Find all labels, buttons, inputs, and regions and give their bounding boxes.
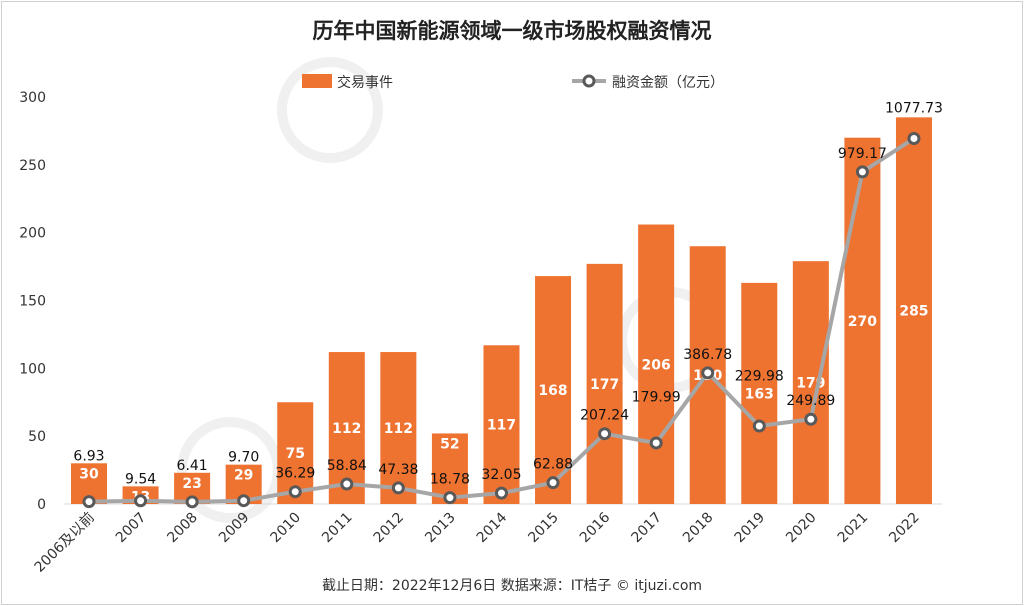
y-tick-label: 100 (19, 361, 46, 377)
footer-note: 截止日期：2022年12月6日 数据来源：IT桔子 © itjuzi.com (322, 578, 702, 594)
x-tick-label: 2017 (628, 510, 665, 547)
line-point-label: 9.54 (125, 471, 156, 487)
bar (483, 345, 520, 504)
bar-label: 177 (590, 377, 619, 393)
bar-label: 163 (745, 386, 774, 402)
line-point-label: 58.84 (327, 458, 367, 474)
x-tick-label: 2013 (422, 510, 459, 547)
x-tick-label: 2012 (371, 510, 408, 547)
line-point (134, 494, 148, 508)
bar (792, 261, 829, 504)
line-point (907, 131, 921, 145)
line-point (340, 477, 354, 491)
x-tick-label: 2014 (474, 509, 511, 546)
chart-title: 历年中国新能源领域一级市场股权融资情况 (313, 19, 712, 43)
line-point (494, 486, 508, 500)
x-tick-label: 2015 (525, 510, 562, 547)
line-point-label: 207.24 (580, 408, 629, 424)
line-point-label: 229.98 (735, 368, 784, 384)
line-point (855, 165, 869, 179)
y-tick-label: 50 (28, 429, 46, 445)
bar-label: 168 (538, 383, 567, 399)
bar-label: 75 (285, 446, 304, 462)
line-point (804, 412, 818, 426)
line-point-label: 47.38 (378, 462, 418, 478)
bar-label: 112 (332, 421, 361, 437)
bar-label: 30 (79, 466, 99, 482)
line-point-label: 9.70 (228, 450, 259, 466)
line-point-label: 6.41 (177, 458, 208, 474)
line-point (391, 481, 405, 495)
line-point (288, 485, 302, 499)
bar (535, 276, 572, 504)
y-tick-label: 150 (19, 294, 46, 310)
y-tick-label: 250 (19, 158, 46, 174)
x-tick-label: 2016 (577, 509, 614, 546)
line-point (649, 436, 663, 450)
line-point (546, 476, 560, 490)
line-point-label: 6.93 (73, 448, 104, 464)
x-tick-label: 2022 (886, 510, 923, 547)
bar (638, 224, 675, 504)
line-point (752, 419, 766, 433)
bar (844, 137, 881, 504)
line-point-label: 18.78 (430, 472, 470, 488)
line-point (185, 495, 199, 509)
line-point-label: 32.05 (481, 467, 521, 483)
x-tick-label: 2008 (164, 510, 201, 547)
line-point-label: 1077.73 (885, 100, 943, 116)
x-tick-label: 2020 (783, 510, 820, 547)
line-point (237, 494, 251, 508)
line-point-label: 249.89 (786, 393, 835, 409)
bar-label: 117 (487, 418, 516, 434)
y-tick-label: 200 (19, 226, 46, 242)
x-tick-label: 2019 (732, 510, 769, 547)
line-point-label: 62.88 (533, 457, 573, 473)
bar (586, 263, 623, 504)
bar-label: 23 (182, 476, 201, 492)
line-point-label: 179.99 (632, 390, 681, 406)
x-tick-label: 2006及以前 (31, 509, 98, 576)
x-tick-label: 2018 (680, 510, 717, 547)
y-tick-label: 0 (37, 497, 46, 513)
bar-label: 29 (234, 468, 253, 484)
line-point-label: 386.78 (683, 347, 732, 363)
bar (380, 352, 417, 504)
line-point (443, 491, 457, 505)
bar (895, 117, 932, 504)
bar-label: 206 (642, 357, 671, 373)
x-tick-label: 2011 (319, 510, 356, 547)
x-tick-label: 2010 (268, 510, 305, 547)
bar-label: 285 (899, 304, 928, 320)
y-tick-label: 300 (19, 90, 46, 106)
bar-label: 112 (384, 421, 413, 437)
bar-label: 52 (440, 436, 459, 452)
bar (741, 282, 778, 504)
legend-label-bar: 交易事件 (337, 74, 393, 91)
legend-swatch-bar (302, 74, 332, 88)
line-point (598, 427, 612, 441)
legend-marker (582, 74, 596, 88)
legend-label-line: 融资金额（亿元） (612, 75, 724, 91)
legend: 交易事件 融资金额（亿元） (302, 74, 724, 91)
x-tick-label: 2007 (113, 510, 150, 547)
line-point (82, 495, 96, 509)
line-point-label: 36.29 (275, 466, 315, 482)
line-point-label: 979.17 (838, 146, 887, 162)
line-point (701, 366, 715, 380)
bar-label: 270 (848, 314, 877, 330)
x-tick-label: 2021 (835, 510, 872, 547)
